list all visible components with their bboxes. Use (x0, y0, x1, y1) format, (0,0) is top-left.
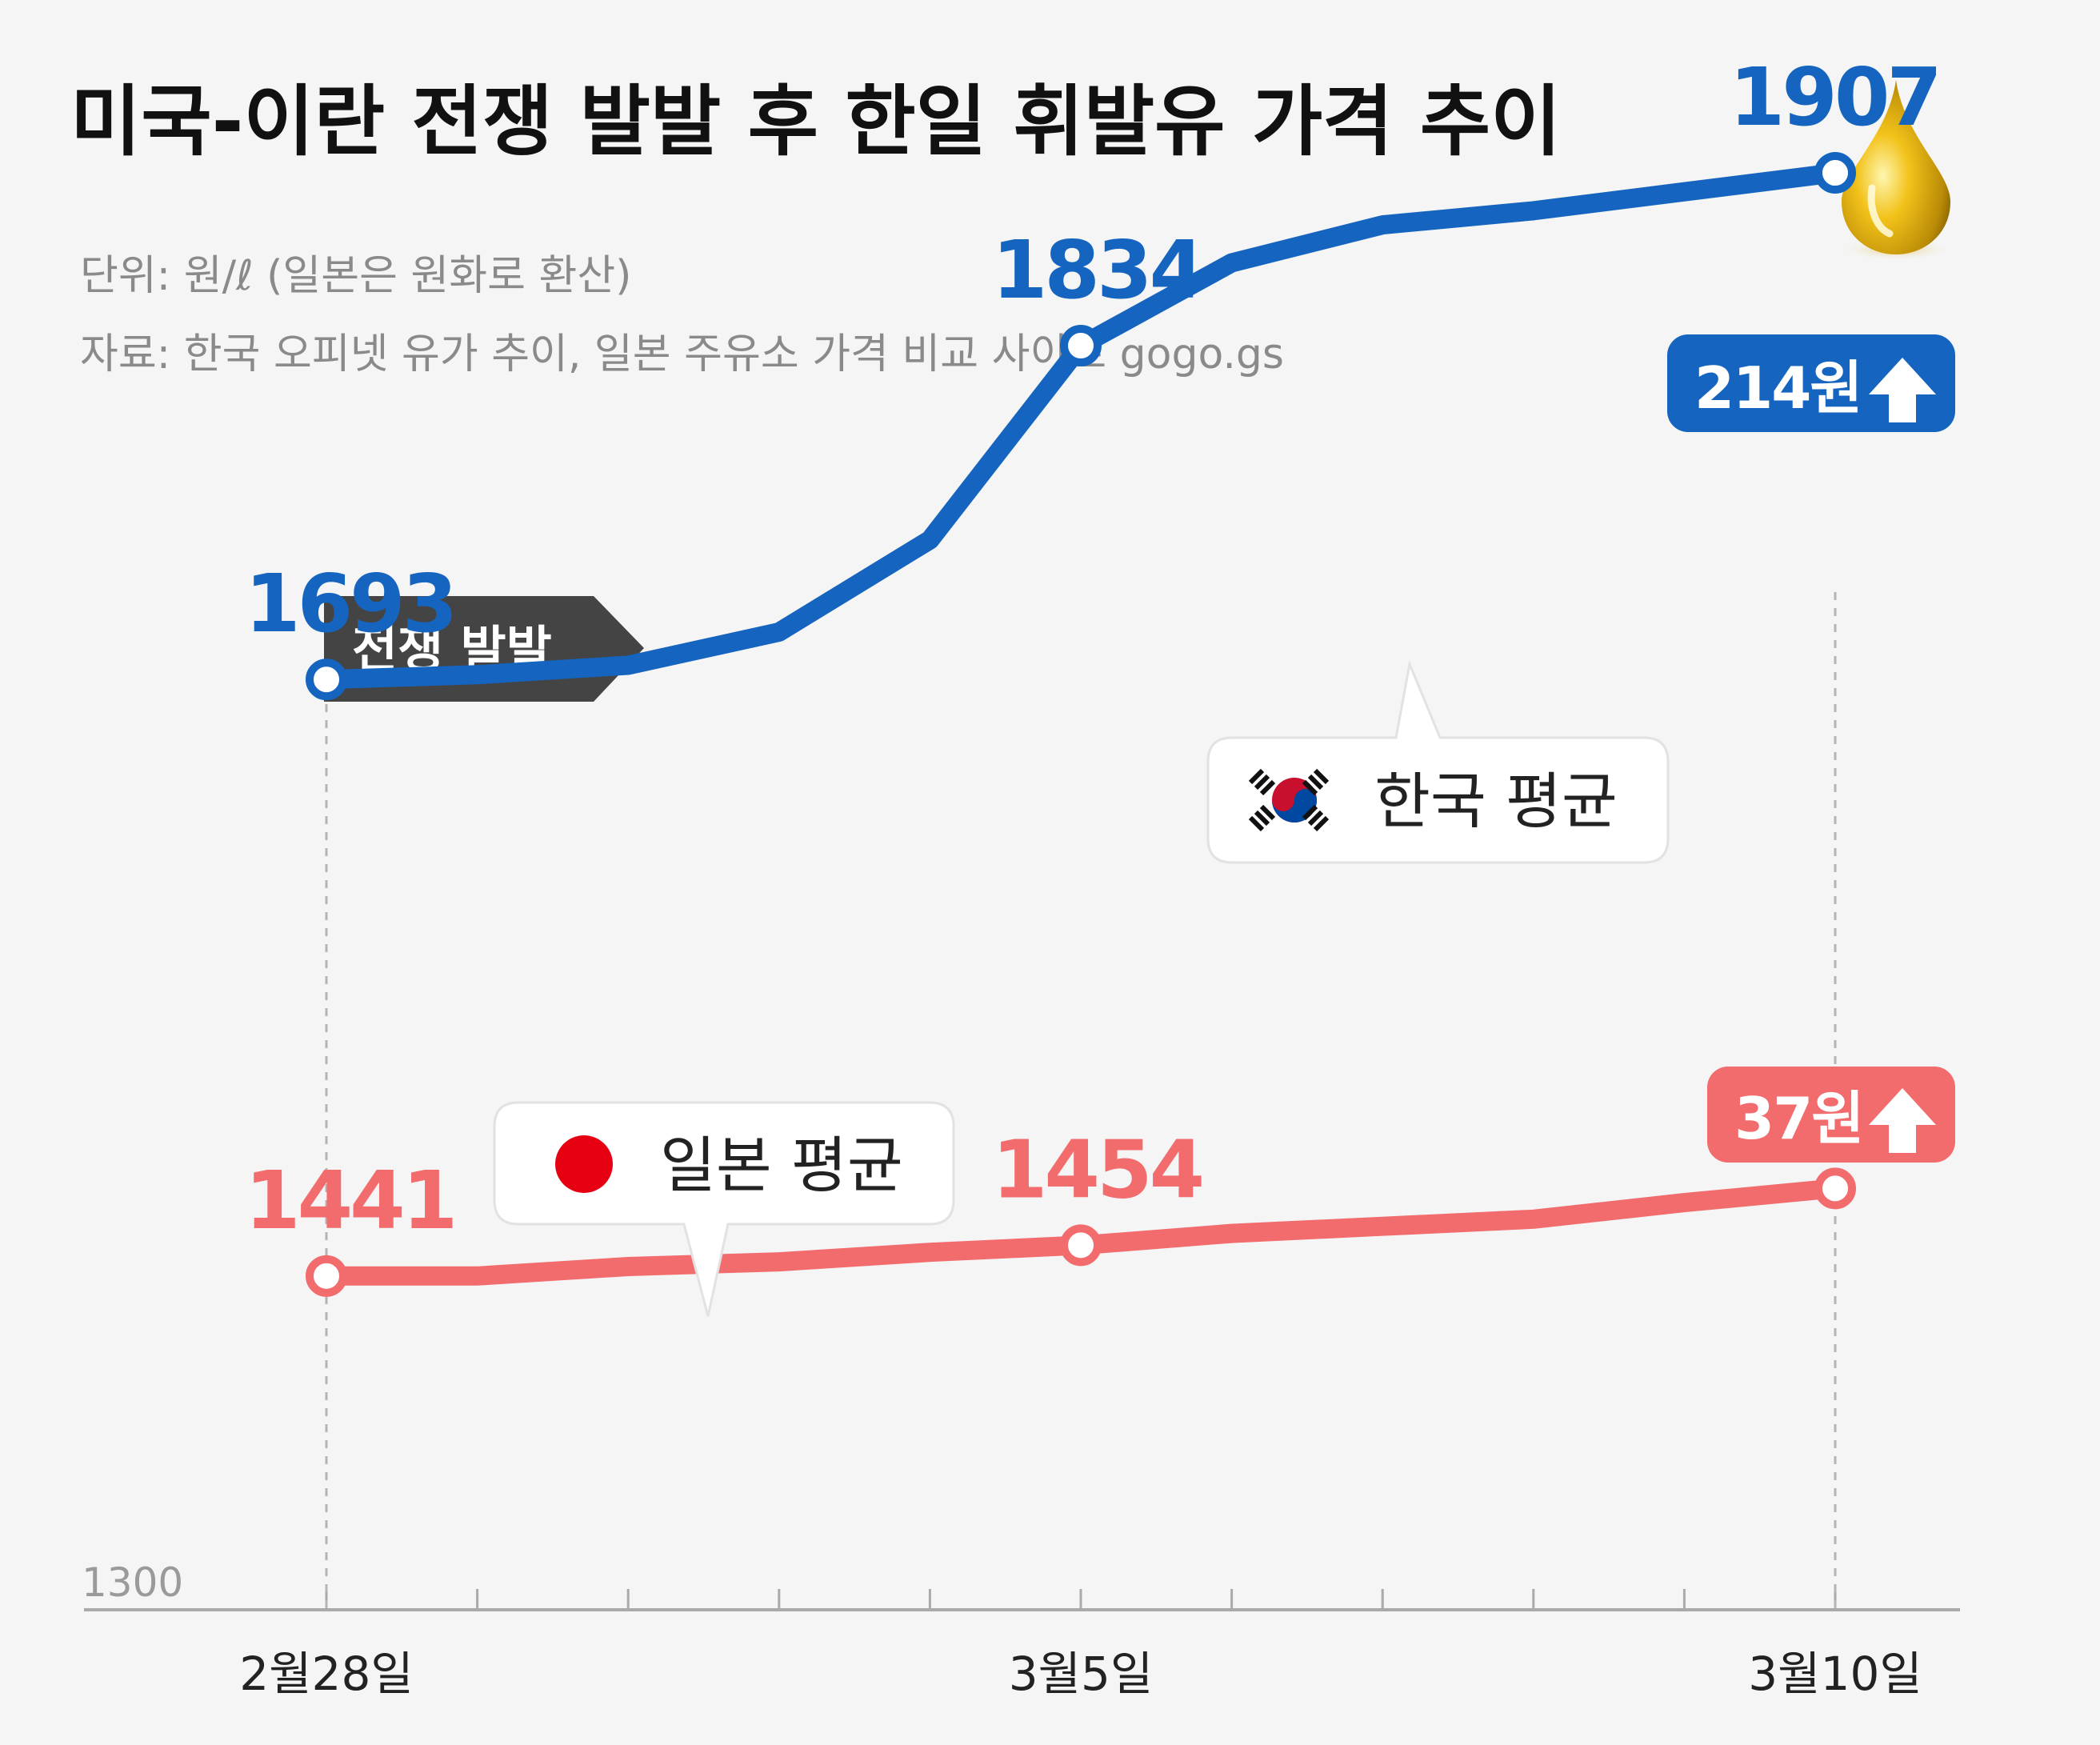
x-axis-ticks (325, 1589, 1837, 1610)
data-label-korea: 1834 (992, 223, 1202, 317)
legend-korea-bubble (1206, 659, 1670, 864)
up-arrow-icon (1869, 1088, 1936, 1153)
x-tick-label: 2월28일 (239, 1647, 413, 1701)
data-label-korea: 1907 (1730, 50, 1939, 144)
legend-japan: 일본 평균 (493, 1101, 955, 1317)
korea-badge-bg (1667, 334, 1955, 432)
legend-korea: 한국 평균 (1206, 659, 1670, 864)
legend-japan-label: 일본 평균 (660, 1130, 903, 1201)
korea-change-badge: 214원 (1667, 334, 1955, 432)
japan-badge-text: 37원 (1734, 1085, 1862, 1152)
x-tick-label: 3월10일 (1748, 1647, 1922, 1701)
japan-flag-icon (555, 1135, 613, 1193)
korea-flag-icon (1248, 768, 1330, 832)
data-points (306, 152, 1856, 1297)
oil-drop-icon (1838, 80, 1954, 261)
data-point-japan (306, 1255, 347, 1297)
guide-lines (325, 592, 1837, 1610)
unit-note: 단위: 원/ℓ (일본은 원화로 환산) (80, 252, 631, 300)
data-label-japan: 1454 (992, 1123, 1202, 1216)
data-label-korea: 1693 (245, 557, 454, 650)
data-point-japan (1814, 1167, 1856, 1210)
data-point-korea (1060, 325, 1102, 367)
legend-korea-label: 한국 평균 (1374, 766, 1618, 837)
data-point-korea (306, 658, 347, 701)
up-arrow-icon (1869, 358, 1936, 422)
data-label-japan: 1441 (245, 1154, 454, 1247)
japan-change-badge: 37원 (1707, 1067, 1955, 1163)
korea-badge-text: 214원 (1694, 354, 1862, 422)
data-point-korea (1814, 152, 1856, 194)
y-min-label: 1300 (82, 1559, 183, 1606)
x-tick-label: 3월5일 (1009, 1647, 1154, 1701)
x-axis-tick-labels: 2월28일 3월5일 3월10일 (239, 1647, 1922, 1701)
data-point-japan (1060, 1224, 1102, 1267)
chart-title: 미국-이란 전쟁 발발 후 한일 휘발유 가격 추이 (70, 77, 1562, 166)
